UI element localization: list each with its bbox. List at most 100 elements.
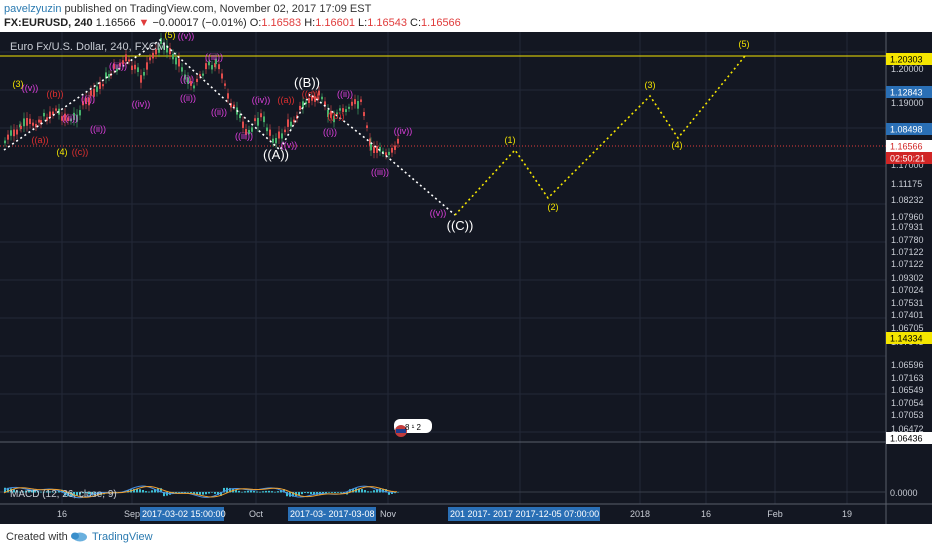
wave-label: ((ii)) [180,93,196,103]
candle-body [90,90,92,96]
price-badge [886,332,932,344]
author-link[interactable]: pavelzyuzin [4,3,62,15]
wave-label: (4) [672,140,683,150]
tradingview-link[interactable]: TradingView [92,531,153,543]
events-badge[interactable]: 8 ¹ 2 [394,419,432,437]
footer: Created with TradingView [0,524,932,550]
candle-body [187,77,189,84]
publish-text: published on TradingView.com, November 0… [64,3,372,15]
candle-body [134,64,136,70]
price-tick-label: 1.07053 [891,410,924,420]
macd-histogram-bar [361,489,363,493]
tradingview-logo-icon [71,532,87,542]
macd-histogram-bar [190,492,192,493]
price-tick-label: 1.07122 [891,247,924,257]
candle-body [178,58,180,67]
candle-body [99,82,101,89]
time-highlight [448,507,600,521]
price-badge-label: 1.08498 [890,125,923,135]
candle-body [43,112,45,117]
candle-body [317,97,319,100]
macd-histogram-bar [133,488,135,493]
wave-label: ((c)) [72,147,89,157]
macd-histogram-bar [73,492,75,497]
macd-histogram-bar [358,488,360,493]
candle-body [281,133,283,139]
macd-label[interactable]: MACD (12, 26, close, 9) [10,489,117,500]
last-price: 1.16566 [95,17,136,29]
macd-histogram-bar [238,490,240,493]
candle-body [79,110,81,116]
macd-histogram-bar [70,492,72,497]
macd-histogram-bar [367,491,369,493]
price-badge-label: 1.14334 [890,334,923,344]
candle-body [19,124,21,128]
symbol-name: FX:EURUSD, 240 [4,17,93,29]
price-tick-label: 1.19000 [891,98,924,108]
candle-body [275,137,277,144]
macd-histogram-bar [382,488,384,493]
candle-body [348,106,350,109]
candle-body [169,48,171,55]
price-tick-label: 1.06549 [891,385,924,395]
macd-histogram-bar [16,490,18,493]
candle-body [32,122,34,126]
wave-label: ((iv)) [394,126,413,136]
macd-histogram-bar [244,491,246,493]
candle-body [357,101,359,109]
macd-histogram-bar [313,492,315,495]
price-chart[interactable]: (3) ((v)) ((b)) ((iii)) ((i)) ((ii)) ((ii)) ((i… [0,32,932,524]
macd-histogram-bar [85,492,87,494]
candle-body [278,131,280,139]
chart-canvas[interactable]: (3)((v))((b))((iii))((i))((ii))((ii))((i… [0,32,932,524]
candle-body [345,109,347,113]
price-tick-label: 1.07163 [891,373,924,383]
candle-body [49,111,51,119]
candle-body [152,52,154,59]
macd-histogram-bar [193,492,195,494]
candle-body [175,57,177,65]
time-tick-label: Nov [380,509,397,519]
candle-body [394,145,396,150]
price-badge-label: 1.20303 [890,55,923,65]
candle-body [230,102,232,108]
macd-histogram-bar [250,490,252,493]
projection-path [454,55,746,216]
candle-body [35,123,37,128]
candle-body [181,67,183,72]
macd-histogram-bar [259,491,261,493]
macd-histogram-bar [304,492,306,493]
macd-histogram-bar [43,491,45,493]
macd-histogram-bar [49,491,51,493]
candle-body [233,104,235,107]
candle-body [373,146,375,153]
price-tick-label: 1.07024 [891,285,924,295]
macd-histogram-bar [40,491,42,493]
candle-body [224,83,226,86]
candle-body [46,117,48,121]
wave-label: ((a)) [278,95,295,105]
macd-histogram-bar [163,492,165,497]
wave-label: ((ii)) [62,113,78,123]
candle-body [131,65,133,71]
price-tick-label: 1.07054 [891,398,924,408]
candle-body [199,74,201,77]
close-label: C: [410,17,422,29]
candle-body [366,125,368,129]
macd-histogram-bar [364,490,366,493]
candle-body [324,101,326,107]
correction-path [3,38,456,216]
high-label: H: [304,17,316,29]
candle-body [193,85,195,89]
wave-label: ((iii)) [371,167,389,177]
candle-body [314,96,316,102]
macd-histogram-bar [370,491,372,493]
candle-body [4,140,6,144]
candle-body [205,63,207,70]
wave-label: ((c)) [302,89,319,99]
candle-body [137,67,139,73]
price-tick-label: 1.07531 [891,298,924,308]
price-tick-label: 1.09302 [891,273,924,283]
candle-body [119,62,121,67]
price-badge-label: 1.12843 [890,88,923,98]
